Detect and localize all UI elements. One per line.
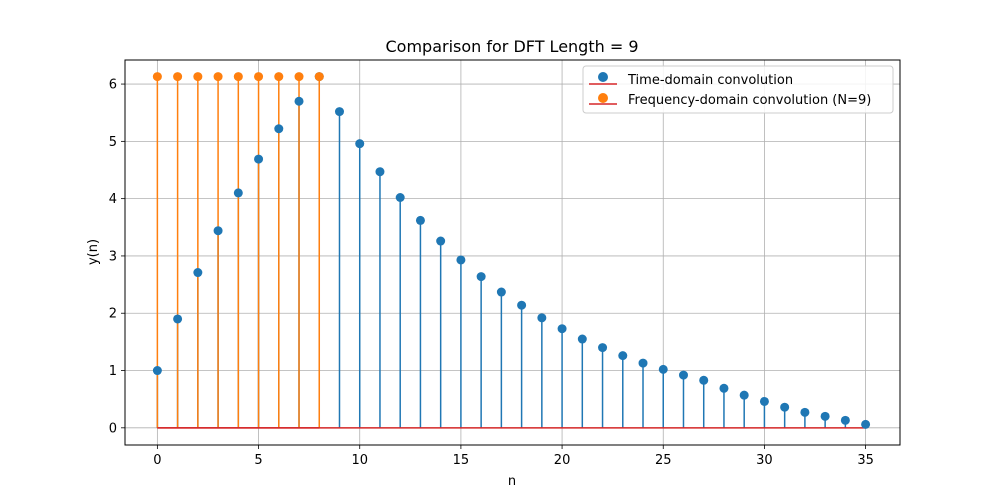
stem-marker-time: [840, 415, 850, 425]
stem-marker-time: [618, 351, 628, 361]
stem-marker-time: [193, 268, 203, 278]
legend-entry-frequency: Frequency-domain convolution (N=9): [589, 93, 871, 108]
stem-marker-time: [233, 188, 243, 198]
y-tick-label: 0: [109, 421, 117, 436]
legend-entry-time: Time-domain convolution: [589, 72, 793, 88]
stem-marker-frequency: [254, 72, 264, 82]
stem-marker-frequency: [294, 72, 304, 82]
stem-marker-time: [517, 300, 527, 310]
legend-label-frequency: Frequency-domain convolution (N=9): [628, 93, 871, 108]
stem-marker-time: [800, 407, 810, 417]
stem-marker-frequency: [173, 72, 183, 82]
legend: Time-domain convolution Frequency-domain…: [582, 65, 894, 114]
y-tick-label: 6: [109, 78, 117, 93]
stem-marker-time: [820, 411, 830, 421]
stem-marker-frequency: [213, 72, 223, 82]
x-tick-label: 15: [453, 453, 470, 468]
stem-marker-time: [334, 107, 344, 117]
stem-marker-time: [678, 370, 688, 380]
stem-marker-time: [456, 255, 466, 265]
stem-marker-time: [274, 124, 284, 134]
stem-marker-time: [759, 396, 769, 406]
stem-marker-frequency: [274, 72, 284, 82]
y-axis-label: y(n): [86, 239, 101, 265]
stem-marker-time: [294, 96, 304, 106]
stem-marker-frequency: [152, 72, 162, 82]
stem-marker-time: [173, 314, 183, 324]
x-axis-label: n: [508, 474, 516, 489]
stem-marker-time: [415, 215, 425, 225]
grid: [125, 60, 900, 445]
stem-marker-time: [496, 287, 506, 297]
stem-series: [156, 76, 867, 428]
legend-label-time: Time-domain convolution: [627, 73, 793, 88]
stem-marker-time: [861, 419, 871, 429]
plot-frame: [124, 59, 901, 446]
stem-marker-time: [598, 343, 608, 353]
stem-marker-time: [658, 364, 668, 374]
stem-marker-time: [213, 226, 223, 236]
y-tick-label: 5: [109, 135, 117, 150]
stem-marker-time: [537, 313, 547, 323]
stem-marker-time: [152, 366, 162, 376]
stem-marker-time: [577, 334, 587, 344]
stem-marker-time: [436, 236, 446, 246]
stem-marker-time: [557, 324, 567, 334]
legend-marker-time: [598, 72, 608, 82]
x-tick-label: 10: [351, 453, 368, 468]
stem-marker-time: [739, 390, 749, 400]
stem-marker-frequency: [193, 72, 203, 82]
y-tick-label: 2: [109, 307, 117, 322]
x-tick-label: 35: [857, 453, 874, 468]
stem-marker-time: [780, 402, 790, 412]
ticks: 0 5 10 15 20 25 30 35 0 1 2 3 4 5 6: [109, 78, 874, 468]
stem-marker-time: [254, 154, 264, 164]
x-tick-label: 25: [655, 453, 672, 468]
stem-marker-time: [375, 167, 385, 177]
y-tick-label: 3: [109, 249, 117, 264]
x-tick-label: 0: [153, 453, 161, 468]
stem-marker-frequency: [314, 72, 324, 82]
stem-marker-frequency: [233, 72, 243, 82]
stem-marker-time: [638, 358, 648, 368]
legend-marker-frequency: [598, 93, 608, 103]
legend-box: [582, 65, 894, 114]
x-tick-label: 30: [756, 453, 773, 468]
stem-marker-time: [355, 139, 365, 149]
stem-marker-time: [395, 193, 405, 202]
stem-marker-time: [719, 383, 729, 393]
markers: [152, 72, 871, 429]
chart-title: Comparison for DFT Length = 9: [385, 37, 638, 56]
stem-marker-time: [699, 375, 709, 385]
stem-marker-time: [476, 272, 486, 282]
y-tick-label: 1: [109, 364, 117, 379]
x-tick-label: 20: [554, 453, 571, 468]
y-tick-label: 4: [109, 192, 117, 207]
x-tick-label: 5: [254, 453, 262, 468]
